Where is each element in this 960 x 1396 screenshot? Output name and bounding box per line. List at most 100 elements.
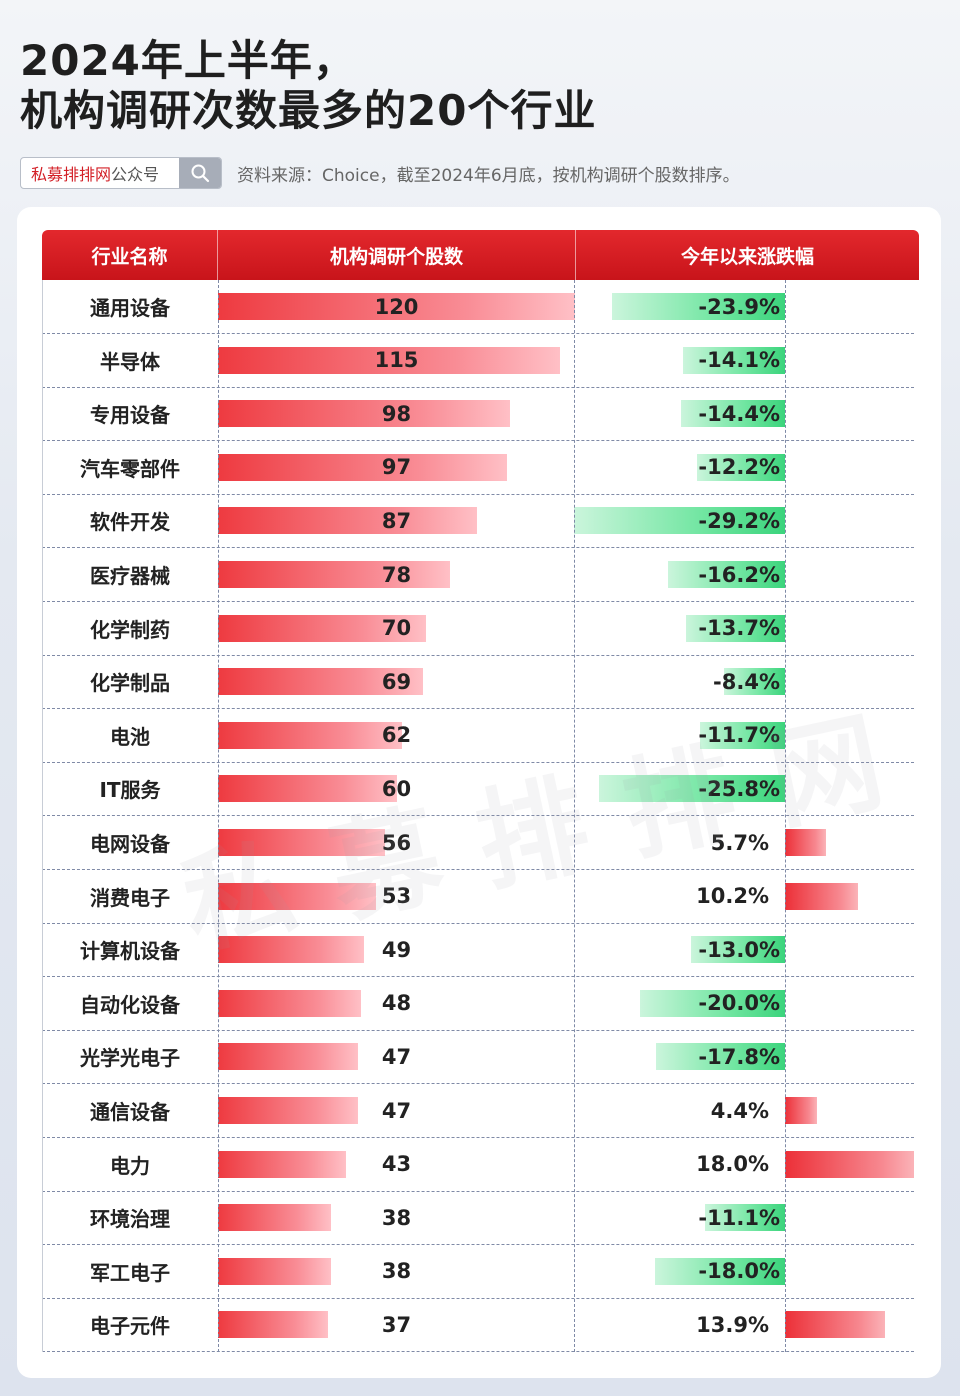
- change-bar-negative: [612, 293, 785, 320]
- change-value: -11.1%: [698, 1205, 780, 1230]
- change-value: -13.7%: [698, 616, 780, 641]
- source-note: 资料来源：Choice，截至2024年6月底，按机构调研个股数排序。: [237, 166, 740, 186]
- table-row: 汽车零部件 97 -12.2%: [42, 441, 914, 495]
- change-bar-positive: [785, 1097, 817, 1124]
- change-bar-positive: [785, 829, 826, 856]
- count-bar: [218, 1257, 332, 1285]
- count-bar: [218, 507, 477, 535]
- table-header: 行业名称 机构调研个股数 今年以来涨跌幅: [42, 230, 919, 280]
- count-bar: [218, 721, 403, 749]
- count-bar: [218, 829, 385, 856]
- count-bar: [218, 453, 507, 481]
- count-bar: [218, 1043, 358, 1071]
- industry-name: 光学光电子: [80, 1046, 180, 1071]
- divider-col1: [218, 280, 219, 1352]
- count-bar: [218, 989, 361, 1017]
- industry-name: 电网设备: [90, 832, 170, 856]
- count-value: 47: [381, 1098, 412, 1123]
- industry-name: 半导体: [100, 349, 160, 374]
- count-value: 43: [381, 1152, 412, 1177]
- axis-zero-line: [785, 280, 786, 1352]
- count-value: 49: [381, 937, 412, 962]
- industry-name: 软件开发: [90, 510, 170, 535]
- change-value: -29.2%: [698, 508, 780, 533]
- change-bar-negative: [704, 1204, 785, 1232]
- change-value: 13.9%: [696, 1312, 769, 1337]
- change-bar-negative: [724, 668, 785, 696]
- change-value: -25.8%: [698, 776, 780, 801]
- industry-name: 军工电子: [90, 1260, 170, 1285]
- change-value: -23.9%: [698, 294, 780, 319]
- table-left-border: [42, 280, 43, 1352]
- change-value: 10.2%: [696, 884, 769, 909]
- table-row: 化学制药 70 -13.7%: [42, 602, 914, 656]
- table-row: 消费电子 53 10.2%: [42, 870, 914, 924]
- change-value: -16.2%: [698, 562, 780, 587]
- change-value: -12.2%: [698, 455, 780, 480]
- table-row: 自动化设备 48 -20.0%: [42, 977, 914, 1031]
- count-value: 62: [381, 723, 412, 748]
- change-bar-negative: [654, 1257, 785, 1285]
- count-bar: [218, 1311, 329, 1339]
- brand-suffix: 公众号: [111, 165, 160, 184]
- change-value: -13.0%: [698, 937, 780, 962]
- search-box[interactable]: 私募排排网 公众号: [20, 157, 222, 189]
- change-bar-negative: [574, 507, 785, 535]
- table-row: 电力 43 18.0%: [42, 1138, 914, 1192]
- count-value: 60: [381, 776, 412, 801]
- change-bar-negative: [686, 614, 785, 642]
- count-bar: [218, 882, 376, 910]
- count-bar: [218, 346, 561, 374]
- table-row: 电网设备 56 5.7%: [42, 816, 914, 870]
- count-value: 53: [381, 884, 412, 909]
- change-value: -14.4%: [698, 401, 780, 426]
- count-value: 38: [381, 1205, 412, 1230]
- industry-name: 汽车零部件: [80, 456, 180, 481]
- change-value: -17.8%: [698, 1044, 780, 1069]
- change-value: 5.7%: [710, 830, 769, 855]
- count-value: 37: [381, 1312, 412, 1337]
- table-row: 电池 62 -11.7%: [42, 709, 914, 763]
- change-bar-negative: [667, 561, 785, 588]
- industry-name: 化学制品: [90, 671, 170, 696]
- header-survey-count: 机构调研个股数: [218, 230, 576, 280]
- count-bar: [218, 775, 397, 803]
- header-industry: 行业名称: [42, 230, 218, 280]
- change-bar-negative: [683, 346, 785, 374]
- count-value: 70: [381, 616, 412, 641]
- count-bar: [218, 1097, 358, 1124]
- count-value: 56: [381, 830, 412, 855]
- table-row: 电子元件 37 13.9%: [42, 1298, 914, 1353]
- industry-name: 消费电子: [90, 885, 170, 910]
- count-value: 120: [374, 294, 419, 319]
- industry-name: 通用设备: [90, 296, 170, 320]
- change-bar-negative: [680, 400, 785, 428]
- industry-name: 计算机设备: [80, 939, 180, 964]
- table-row: 软件开发 87 -29.2%: [42, 494, 914, 549]
- change-value: -20.0%: [698, 991, 780, 1016]
- change-value: -8.4%: [713, 669, 780, 694]
- page-title: 2024年上半年， 机构调研次数最多的20个行业: [20, 36, 596, 136]
- change-value: 18.0%: [696, 1152, 769, 1177]
- count-value: 69: [381, 669, 412, 694]
- table-row: 通用设备 120 -23.9%: [42, 280, 914, 334]
- change-bar-positive: [785, 1311, 885, 1339]
- count-value: 115: [374, 348, 419, 373]
- industry-name: 化学制药: [90, 617, 170, 642]
- count-bar: [218, 614, 427, 642]
- industry-name: 自动化设备: [80, 992, 180, 1017]
- table-row: 化学制品 69 -8.4%: [42, 655, 914, 710]
- change-bar-negative: [640, 989, 785, 1017]
- count-bar: [218, 293, 575, 320]
- change-bar-negative: [696, 453, 785, 481]
- industry-name: 医疗器械: [90, 564, 170, 588]
- search-button[interactable]: [179, 158, 221, 188]
- industry-name: IT服务: [99, 778, 161, 803]
- table-row: 专用设备 98 -14.4%: [42, 387, 914, 442]
- change-bar-negative: [700, 721, 785, 749]
- brand-name: 私募排排网: [31, 165, 112, 184]
- count-value: 87: [381, 508, 412, 533]
- count-value: 98: [381, 401, 412, 426]
- change-bar-positive: [785, 1150, 914, 1178]
- count-value: 97: [381, 455, 412, 480]
